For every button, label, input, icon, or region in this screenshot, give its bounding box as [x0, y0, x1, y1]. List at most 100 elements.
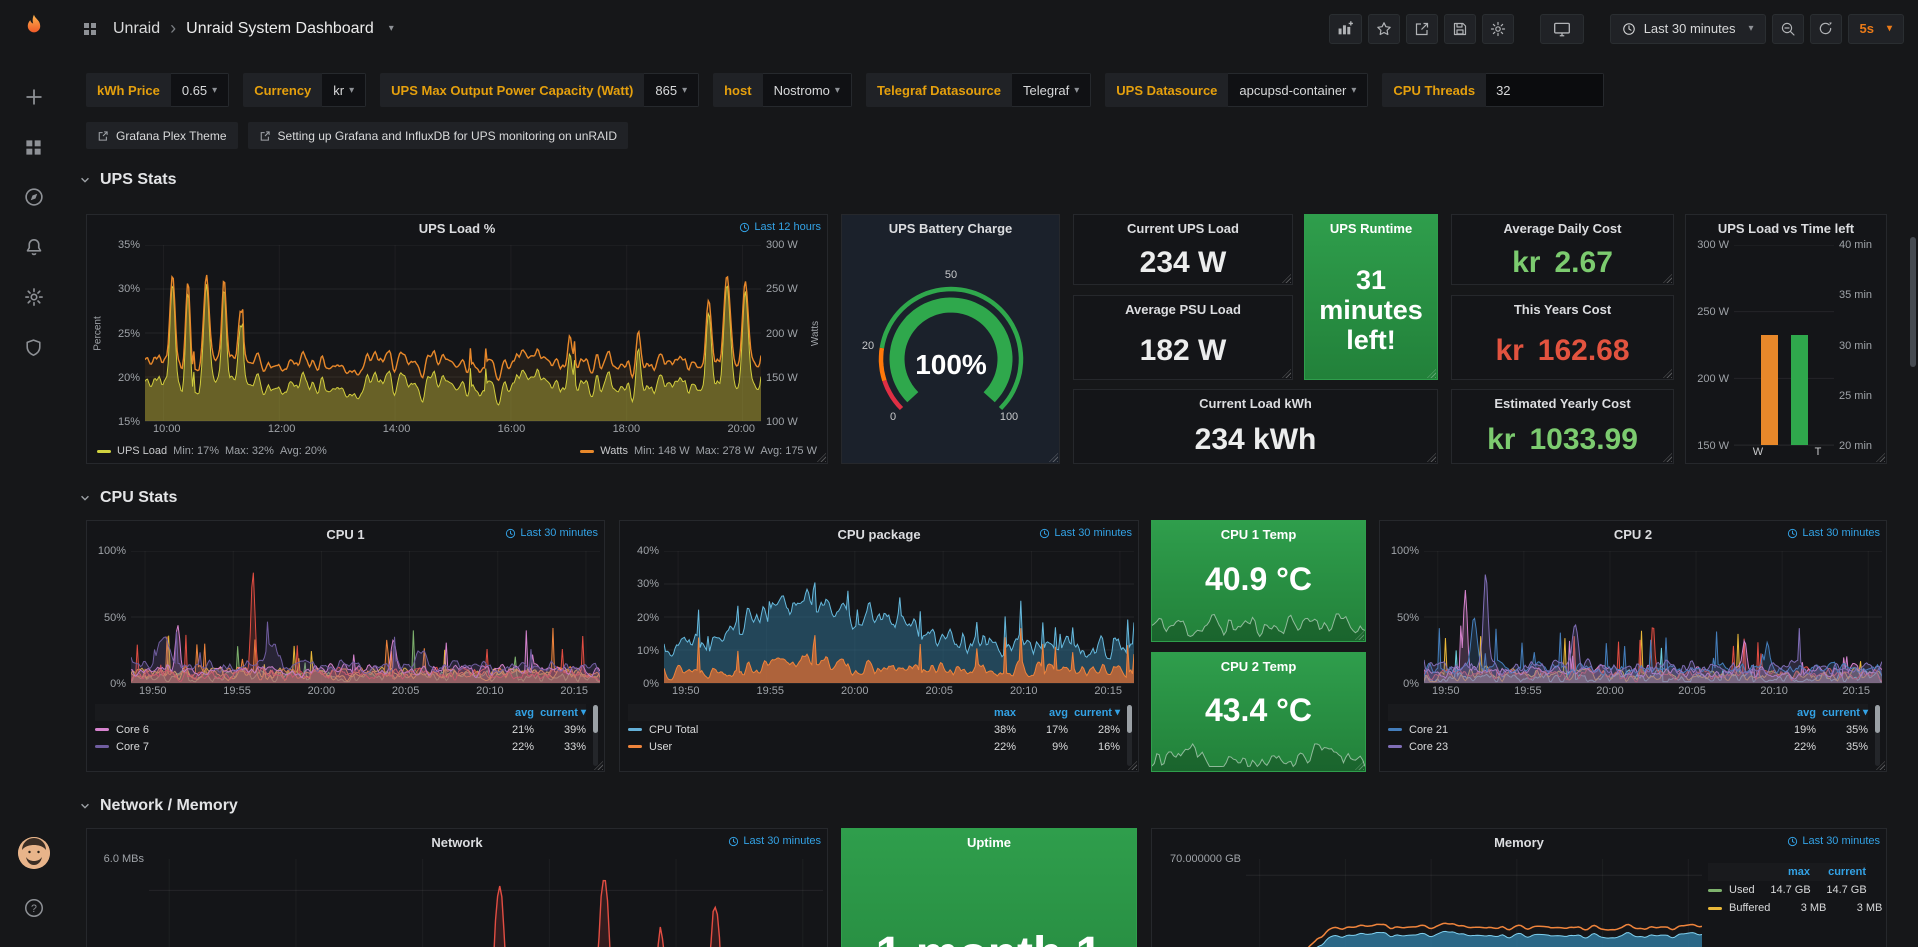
star-dashboard-button[interactable]	[1367, 13, 1400, 44]
panel-title[interactable]: UPS Load vs Time left	[1686, 215, 1886, 241]
variable-value[interactable]: apcupsd-container ▾	[1228, 73, 1369, 107]
cpu-threads-input[interactable]	[1486, 73, 1605, 107]
dashboard-title[interactable]: Unraid System Dashboard	[186, 19, 374, 37]
series-name[interactable]: Core 6	[95, 724, 482, 736]
variable-kwh-price[interactable]: kWh Price 0.65 ▾	[86, 73, 230, 107]
panel-title[interactable]: CPU 2 Temp	[1152, 653, 1365, 679]
variable-host[interactable]: host Nostromo ▾	[713, 73, 852, 107]
variable-telegraf-datasource[interactable]: Telegraf Datasource Telegraf ▾	[865, 73, 1092, 107]
legend-header-avg[interactable]: avg	[515, 706, 534, 719]
legend-scrollbar[interactable]	[1875, 705, 1880, 766]
sidebar-item-configuration[interactable]	[13, 276, 55, 318]
series-name[interactable]: CPU Total	[628, 724, 964, 736]
sidebar-item-dashboards[interactable]	[13, 126, 55, 168]
apps-grid-icon[interactable]	[77, 16, 103, 42]
panel-title[interactable]: CPU 1 Temp	[1152, 521, 1365, 547]
legend-item-watts[interactable]: Watts Min: 148 W Max: 278 W Avg: 175 W	[580, 445, 817, 457]
sidebar-item-alerting[interactable]	[13, 226, 55, 268]
legend-header: avg current ▾	[95, 704, 586, 721]
panel-title[interactable]: UPS Runtime	[1305, 215, 1437, 241]
link-ups-monitoring-guide[interactable]: Setting up Grafana and InfluxDB for UPS …	[247, 122, 629, 149]
panel-title[interactable]: UPS Load %	[87, 215, 827, 241]
variable-value[interactable]: Nostromo ▾	[762, 73, 852, 107]
variable-value[interactable]: Telegraf ▾	[1011, 73, 1092, 107]
legend-scrollbar[interactable]	[1127, 705, 1132, 766]
series-name[interactable]: User	[628, 741, 964, 753]
panel-title[interactable]: This Years Cost	[1452, 296, 1673, 322]
currency-prefix: kr	[1512, 245, 1541, 279]
add-panel-icon	[1338, 21, 1353, 35]
time-range-picker[interactable]: Last 30 minutes ▾	[1609, 13, 1766, 44]
legend-header-current[interactable]: current ▾	[1074, 706, 1120, 719]
star-icon	[1376, 21, 1391, 35]
chart-plot[interactable]	[131, 551, 600, 684]
share-dashboard-button[interactable]	[1405, 13, 1438, 44]
legend-item-ups-load[interactable]: UPS Load Min: 17% Max: 32% Avg: 20%	[97, 445, 327, 457]
add-panel-button[interactable]	[1328, 13, 1362, 44]
grafana-logo[interactable]	[19, 12, 49, 42]
variable-value-text: 865	[655, 82, 678, 98]
help-icon: ?	[24, 899, 43, 917]
scrollbar-thumb[interactable]	[1910, 237, 1916, 367]
panel-title[interactable]: Current Load kWh	[1074, 390, 1437, 416]
refresh-interval-picker[interactable]: 5s ▾	[1847, 13, 1904, 44]
chart-plot[interactable]	[1734, 245, 1834, 446]
row-header-cpu-stats[interactable]: CPU Stats	[79, 489, 177, 507]
panel-title[interactable]: Network	[87, 829, 827, 855]
series-name[interactable]: Core 21	[1388, 724, 1764, 736]
breadcrumb-app[interactable]: Unraid	[113, 19, 161, 37]
chart-plot[interactable]	[1424, 551, 1882, 684]
variable-ups-max-output[interactable]: UPS Max Output Power Capacity (Watt) 865…	[380, 73, 700, 107]
cycle-view-mode-button[interactable]	[1539, 13, 1584, 44]
panel-title[interactable]: Estimated Yearly Cost	[1452, 390, 1673, 416]
sidebar-item-explore[interactable]	[13, 176, 55, 218]
legend-header-avg[interactable]: avg	[1049, 706, 1068, 719]
panel-title[interactable]: Memory	[1152, 829, 1886, 855]
panel-title[interactable]: Current UPS Load	[1074, 215, 1292, 241]
legend-header-current[interactable]: current	[1828, 866, 1866, 878]
sidebar-item-help[interactable]: ?	[13, 887, 55, 929]
series-name[interactable]: Used	[1708, 884, 1755, 896]
legend-scrollbar[interactable]	[593, 705, 598, 766]
variable-value[interactable]: 0.65 ▾	[170, 73, 230, 107]
chart-plot[interactable]	[1246, 859, 1702, 947]
zoom-out-time-button[interactable]	[1771, 13, 1804, 44]
legend-header-max[interactable]: max	[993, 706, 1016, 719]
chart-plot[interactable]	[149, 859, 823, 947]
refresh-dashboard-button[interactable]	[1809, 13, 1842, 44]
link-grafana-plex-theme[interactable]: Grafana Plex Theme	[86, 122, 238, 149]
legend-header: max current	[1708, 863, 1866, 881]
chart-plot[interactable]	[145, 245, 761, 422]
row-header-network-memory[interactable]: Network / Memory	[79, 797, 238, 815]
series-max: Max: 278 W	[695, 445, 755, 457]
variable-currency[interactable]: Currency kr ▾	[243, 73, 367, 107]
chart-plot[interactable]	[664, 551, 1134, 684]
row-header-ups-stats[interactable]: UPS Stats	[79, 171, 176, 189]
series-name[interactable]: Core 7	[95, 741, 482, 753]
series-name[interactable]: Buffered	[1708, 902, 1770, 914]
panel-title[interactable]: Average PSU Load	[1074, 296, 1292, 322]
variable-value[interactable]: 865 ▾	[644, 73, 700, 107]
refresh-interval-label: 5s	[1859, 21, 1874, 36]
variable-ups-datasource[interactable]: UPS Datasource apcupsd-container ▾	[1105, 73, 1369, 107]
legend-header-max[interactable]: max	[1787, 866, 1810, 878]
legend-header-current[interactable]: current ▾	[1822, 706, 1868, 719]
variable-cpu-threads[interactable]: CPU Threads	[1382, 73, 1605, 107]
legend-header-avg[interactable]: avg	[1797, 706, 1816, 719]
sidebar-item-create[interactable]	[13, 76, 55, 118]
panel-title[interactable]: UPS Battery Charge	[842, 215, 1059, 241]
panel-title[interactable]: CPU 2	[1380, 521, 1886, 547]
sidebar-item-server-admin[interactable]	[13, 326, 55, 368]
panel-title[interactable]: CPU package	[620, 521, 1138, 547]
dashboard-settings-button[interactable]	[1481, 13, 1514, 44]
panel-title-text: CPU package	[837, 526, 921, 542]
panel-title[interactable]: Uptime	[842, 829, 1136, 855]
variable-value[interactable]: kr ▾	[322, 73, 367, 107]
panel-title[interactable]: Average Daily Cost	[1452, 215, 1673, 241]
user-avatar[interactable]	[17, 837, 50, 869]
series-name[interactable]: Core 23	[1388, 741, 1764, 753]
save-dashboard-button[interactable]	[1443, 13, 1476, 44]
legend-header-current[interactable]: current ▾	[540, 706, 586, 719]
panel-title[interactable]: CPU 1	[87, 521, 604, 547]
bar-label-time: T	[1814, 446, 1822, 458]
